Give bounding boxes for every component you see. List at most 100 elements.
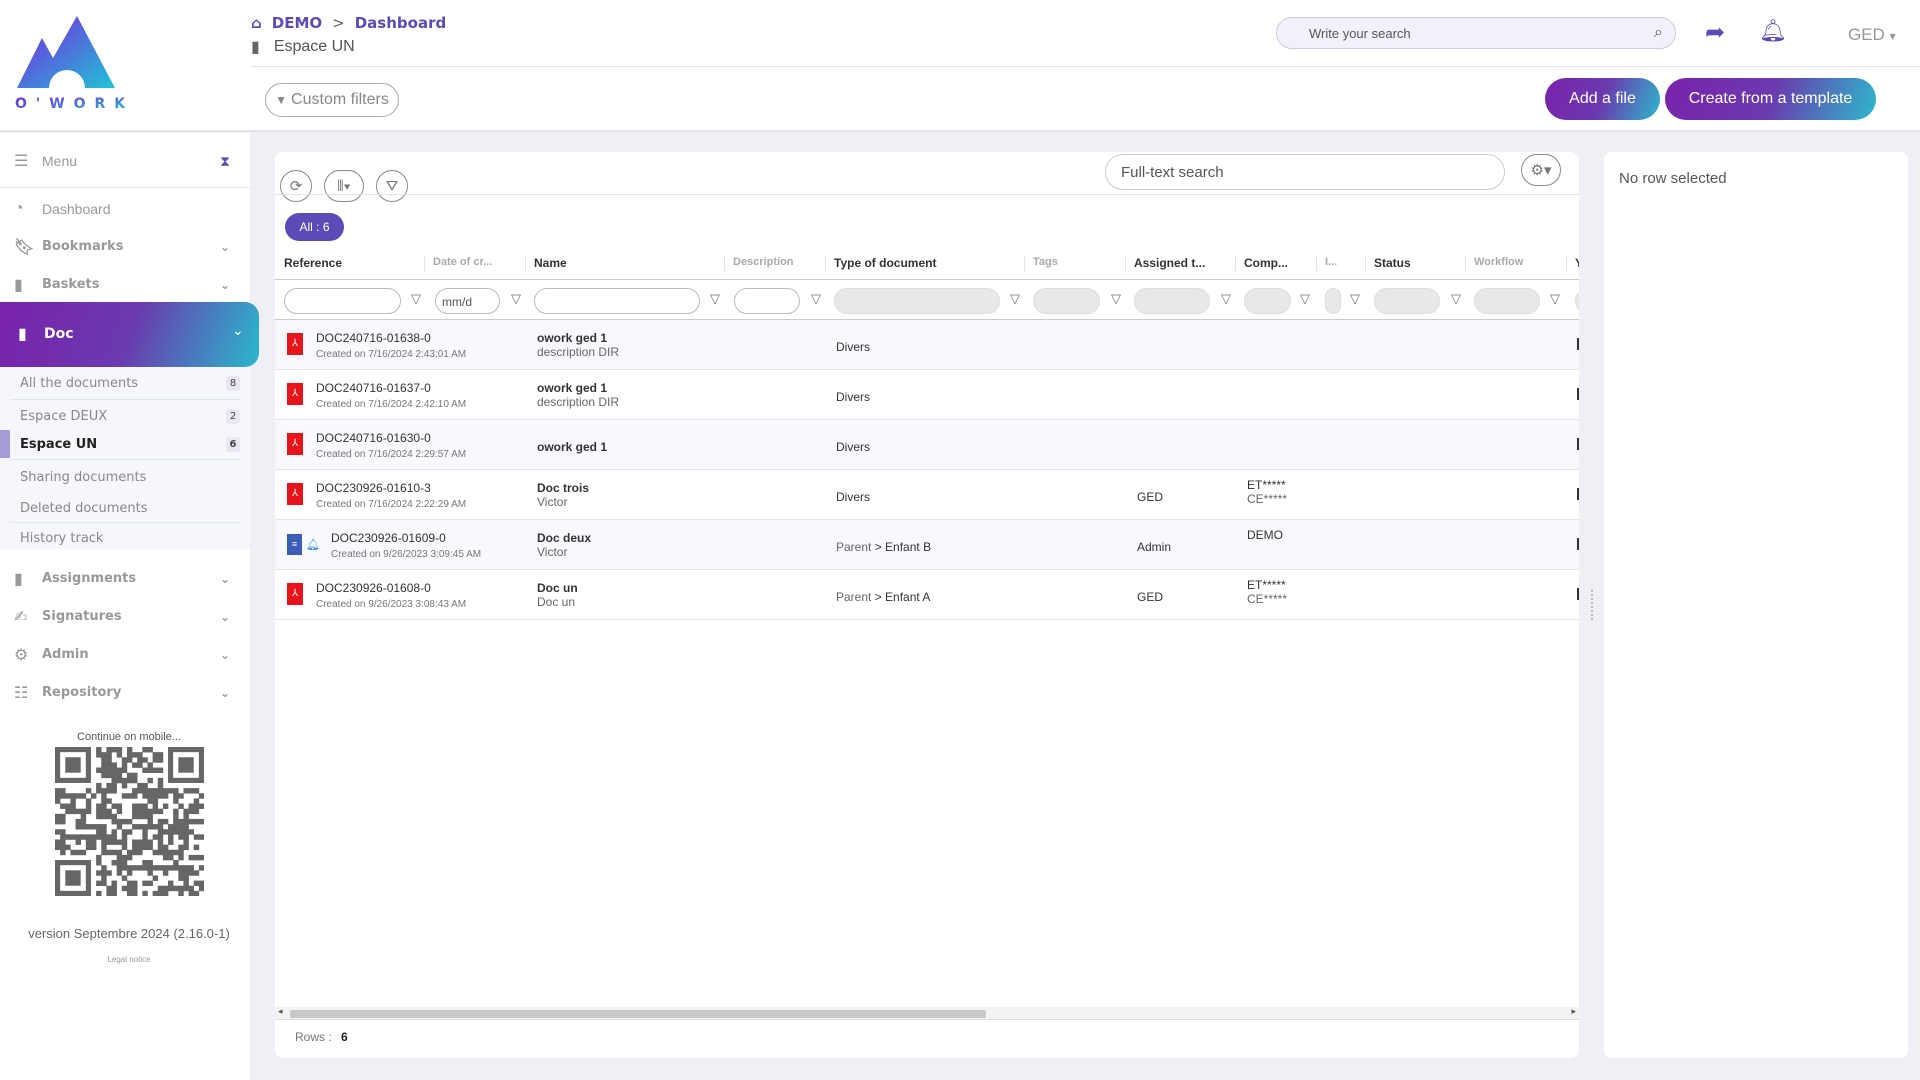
sidebar-item-repository[interactable]: ☷ Repository ⌄ [14, 683, 234, 702]
table-row[interactable]: ⅄ DOC240716-01637-0 Created on 7/16/2024 2… [275, 370, 1579, 420]
filter-icon[interactable]: ▽ [1350, 291, 1360, 306]
horizontal-scrollbar[interactable]: ◂ ▸ [275, 1006, 1579, 1019]
filter-icon[interactable]: ▽ [1111, 291, 1121, 306]
home-icon[interactable]: ⌂ [251, 14, 262, 32]
column-header[interactable]: Name [534, 256, 567, 270]
column-header[interactable]: Date of cr... [433, 256, 493, 268]
column-header[interactable]: I... [1325, 256, 1338, 268]
column-header[interactable]: Comp... [1244, 256, 1288, 270]
grid-settings-button[interactable]: ⚙▾ [1521, 154, 1561, 186]
column-header[interactable]: Workflow [1474, 256, 1524, 268]
global-search-input[interactable]: Write your search ⌕ [1276, 17, 1676, 49]
column-header[interactable]: Assigned t... [1134, 256, 1206, 270]
filter-icon[interactable]: ▽ [1550, 291, 1560, 306]
filter-icon[interactable]: ▽ [411, 291, 421, 306]
column-header[interactable]: Type of document [834, 256, 937, 270]
filter-icon[interactable]: ▽ [710, 291, 720, 306]
qr-code[interactable] [55, 747, 204, 896]
column-filter-input[interactable] [1325, 288, 1341, 314]
pin-icon[interactable]: ⧗ [220, 152, 230, 169]
column-resizer[interactable] [1465, 255, 1466, 271]
sidebar-item-signatures[interactable]: ✍︎ Signatures ⌄ [14, 607, 234, 626]
legal-notice-link[interactable]: Legal notice [107, 955, 151, 964]
column-resizer[interactable] [1235, 255, 1236, 271]
owork-logo[interactable]: O'WORK [15, 16, 127, 112]
table-row[interactable]: ⅄ DOC230926-01608-0 Created on 9/26/2023 3… [275, 570, 1579, 620]
column-header[interactable]: Y [1575, 256, 1579, 270]
columns-button[interactable]: ⫴▾ [324, 170, 364, 202]
breadcrumb-current[interactable]: Dashboard [354, 14, 447, 32]
column-resizer[interactable] [1125, 255, 1126, 271]
fulltext-search-input[interactable]: Full-text search [1105, 154, 1505, 190]
filter-icon[interactable]: ▽ [811, 291, 821, 306]
table-row[interactable]: ≡ 🔔︎ DOC230926-01609-0 Created on 9/26/2023… [275, 520, 1579, 570]
column-filter-input[interactable]: mm/d [435, 288, 500, 314]
column-resizer[interactable] [424, 255, 425, 271]
filter-icon[interactable]: ▽ [1300, 291, 1310, 306]
table-row[interactable]: ⅄ DOC240716-01638-0 Created on 7/16/2024 2… [275, 320, 1579, 370]
table-row[interactable]: ⅄ DOC230926-01610-3 Created on 7/16/2024 2… [275, 470, 1579, 520]
share-icon[interactable]: ➦ [1705, 19, 1726, 46]
resize-handle[interactable] [1591, 590, 1595, 620]
create-from-template-button[interactable]: Create from a template [1665, 78, 1876, 120]
sidebar-item-assignments[interactable]: ▮ Assignments ⌄ [14, 569, 234, 588]
scroll-left-icon[interactable]: ◂ [278, 1006, 283, 1016]
submenu-espace-un[interactable]: Espace UN 6 [20, 437, 246, 452]
column-resizer[interactable] [1024, 255, 1025, 271]
column-resizer[interactable] [1365, 255, 1366, 271]
sidebar-item-baskets[interactable]: ▮ Baskets ⌄ [14, 275, 234, 294]
submenu-all-documents[interactable]: All the documents 8 [20, 376, 246, 391]
bell-icon[interactable]: 🔔︎ [1759, 18, 1787, 43]
scrollbar-thumb[interactable] [290, 1010, 986, 1018]
submenu-history-track[interactable]: History track [20, 531, 104, 546]
column-resizer[interactable] [1316, 255, 1317, 271]
all-count-pill[interactable]: All : 6 [285, 213, 344, 241]
document-reference[interactable]: DOC240716-01637-0 [316, 381, 431, 395]
column-header[interactable]: Description [733, 256, 794, 268]
column-resizer[interactable] [825, 255, 826, 271]
column-resizer[interactable] [724, 255, 725, 271]
sidebar-item-admin[interactable]: ⚙︎ Admin ⌄ [14, 645, 234, 664]
sidebar-item-doc[interactable]: ▮ Doc ⌄ [0, 302, 259, 367]
column-filter-input[interactable] [1033, 288, 1100, 314]
document-reference[interactable]: DOC240716-01638-0 [316, 331, 431, 345]
column-filter-input[interactable] [1244, 288, 1291, 314]
submenu-deleted-documents[interactable]: Deleted documents [20, 501, 148, 516]
sidebar-item-dashboard[interactable]: ◔ Dashboard [14, 200, 234, 218]
search-icon[interactable]: ⌕ [1654, 24, 1663, 41]
document-reference[interactable]: DOC230926-01608-0 [316, 581, 431, 595]
column-header[interactable]: Tags [1033, 256, 1058, 268]
column-filter-input[interactable] [734, 288, 800, 314]
document-reference[interactable]: DOC230926-01609-0 [331, 531, 446, 545]
refresh-button[interactable]: ⟳ [280, 170, 312, 202]
custom-filters-button[interactable]: ▼ Custom filters [265, 83, 399, 117]
breadcrumb-home[interactable]: DEMO [271, 14, 323, 32]
filter-icon[interactable]: ▽ [1451, 291, 1461, 306]
submenu-espace-deux[interactable]: Espace DEUX 2 [20, 409, 246, 424]
column-resizer[interactable] [525, 255, 526, 271]
filter-toggle-button[interactable]: ⛛ [376, 170, 408, 202]
table-row[interactable]: ⅄ DOC240716-01630-0 Created on 7/16/2024 2… [275, 420, 1579, 470]
document-reference[interactable]: DOC240716-01630-0 [316, 431, 431, 445]
module-selector[interactable]: GED ▾ [1848, 25, 1896, 45]
column-filter-input[interactable] [284, 288, 401, 314]
column-header[interactable]: Reference [284, 256, 343, 270]
scroll-right-icon[interactable]: ▸ [1571, 1006, 1576, 1016]
column-resizer[interactable] [1566, 255, 1567, 271]
column-filter-input[interactable] [834, 288, 1000, 314]
filter-icon[interactable]: ▽ [511, 291, 521, 306]
add-file-button[interactable]: Add a file [1545, 78, 1660, 120]
column-filter-input[interactable] [1134, 288, 1210, 314]
sidebar-item-bookmarks[interactable]: 🔖︎ Bookmarks ⌄ [14, 237, 234, 256]
document-reference[interactable]: DOC230926-01610-3 [316, 481, 431, 495]
filter-icon[interactable]: ▽ [1221, 291, 1231, 306]
filter-icon[interactable]: ▽ [1010, 291, 1020, 306]
column-filter-input[interactable] [1575, 288, 1579, 314]
menu-toggle[interactable]: ☰ Menu ⧗ [14, 151, 234, 171]
column-filter-input[interactable] [1374, 288, 1440, 314]
column-header[interactable]: Status [1374, 256, 1411, 270]
submenu-sharing-documents[interactable]: Sharing documents [20, 470, 147, 485]
created-date: Created on 9/26/2023 3:08:43 AM [316, 599, 467, 610]
column-filter-input[interactable] [534, 288, 700, 314]
column-filter-input[interactable] [1474, 288, 1540, 314]
